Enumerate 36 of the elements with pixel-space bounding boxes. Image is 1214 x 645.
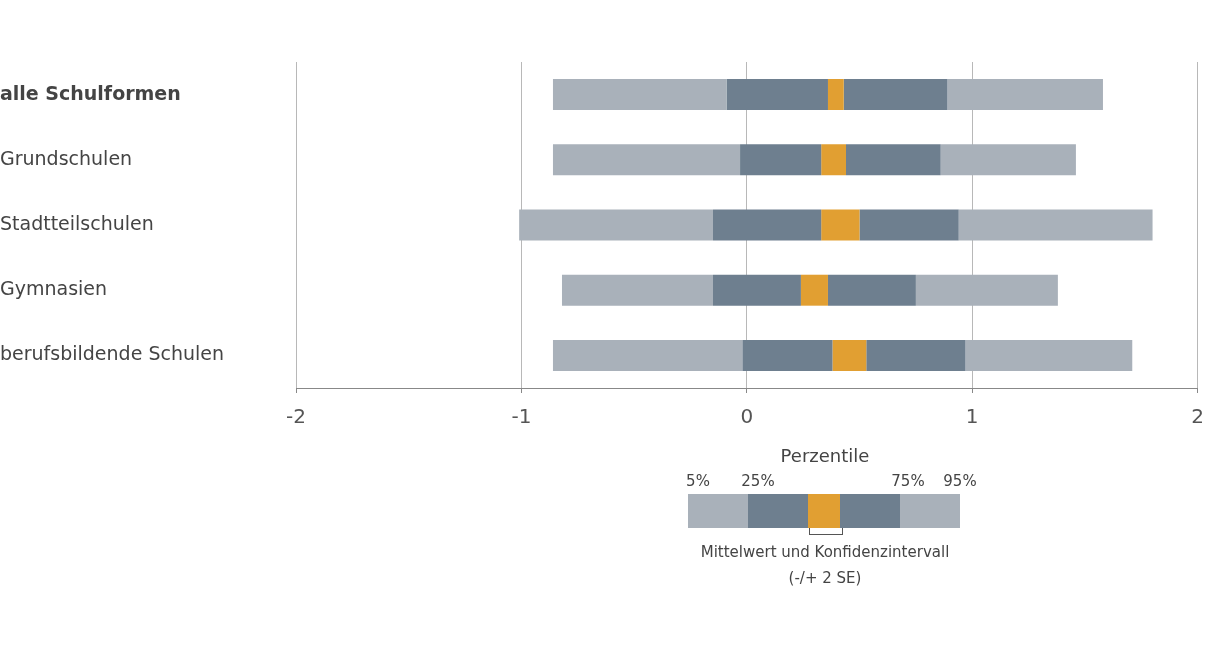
bar: [740, 144, 822, 176]
bar: [713, 274, 801, 306]
bar: [552, 79, 727, 111]
bar: [832, 339, 867, 371]
bar: [519, 209, 714, 241]
bar: [843, 79, 948, 111]
percentile-key: Perzentile 5% 25% 75% 95% Mittelwert und Konfidenzintervall (-/+ 2 SE): [660, 445, 990, 587]
bar: [859, 209, 959, 241]
bar: [552, 339, 743, 371]
bar: [827, 79, 844, 111]
bar: [866, 339, 966, 371]
x-tick-label: -2: [286, 404, 306, 429]
y-tick-label: berufsbildende Schulen: [0, 342, 224, 365]
y-tick-label: Grundschulen: [0, 146, 133, 169]
bar: [561, 274, 714, 306]
bar: [821, 144, 846, 176]
bar: [846, 144, 941, 176]
x-tick-label: 1: [965, 404, 979, 429]
x-tick-label: -1: [511, 404, 532, 429]
bar: [552, 144, 741, 176]
y-tick-label: Gymnasien: [0, 277, 108, 300]
bar: [821, 209, 860, 241]
bar: [827, 274, 916, 306]
y-tick-label: Stadtteilschulen: [0, 211, 154, 234]
bar: [800, 274, 828, 306]
bar: [915, 274, 1058, 306]
bar: [965, 339, 1133, 371]
bar: [726, 79, 828, 111]
bar: [958, 209, 1153, 241]
y-tick-label: alle Schulformen: [0, 81, 181, 104]
x-tick-label: 2: [1191, 404, 1204, 429]
x-tick-label: 0: [740, 404, 754, 429]
bar: [940, 144, 1076, 176]
bar: [713, 209, 822, 241]
bar: [947, 79, 1103, 111]
bar: [742, 339, 833, 371]
